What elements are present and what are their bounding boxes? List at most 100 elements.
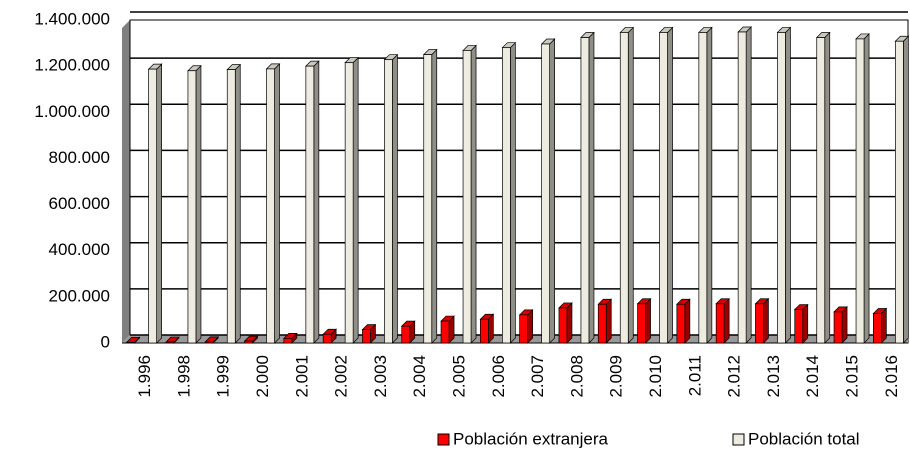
bar-side [313,60,320,344]
bar [148,68,157,344]
bar [502,47,511,344]
bar [558,307,568,344]
y-tick-label: 1.400.000 [34,9,110,28]
x-tick-label: 2.012 [725,355,744,398]
x-tick-label: 2.008 [567,355,586,398]
bar [659,32,668,344]
x-tick-label: 1.998 [174,355,193,398]
bar [541,43,551,344]
bar [283,338,293,344]
bar [244,340,253,344]
bar-side [431,48,438,344]
bar-side [234,63,241,344]
bar-side [566,302,573,344]
bar [187,70,197,344]
x-tick-label: 2.009 [607,355,626,398]
bar [698,32,708,344]
bar [204,341,214,344]
bar [794,309,804,344]
bar-side [392,53,398,344]
bar-side [902,35,909,344]
bar-side [723,297,730,344]
bar-side [863,33,870,344]
bar [344,62,354,344]
bar-side [510,41,516,344]
y-tick-label: 1.200.000 [34,56,110,75]
bar-side [824,31,831,344]
back-wall [129,19,909,344]
y-tick-label: 400.000 [49,240,110,259]
bar [676,303,686,344]
bar [597,303,607,344]
bar-side [667,26,673,344]
bar-side [352,56,359,344]
x-tick-label: 1.999 [214,355,233,398]
y-tick-label: 600.000 [49,194,110,213]
bar [580,37,590,344]
bar [226,69,236,344]
y-tick-label: 0 [101,332,110,351]
bar-side [627,26,634,344]
bar [362,329,371,344]
bar-side [684,298,691,344]
bar [855,38,865,344]
legend-swatch [437,433,450,446]
bar-side [706,26,713,344]
x-tick-label: 2.016 [882,355,901,398]
bar [423,54,433,344]
x-tick-label: 2.006 [489,355,508,398]
bar [384,59,393,344]
bar-side [763,297,769,344]
legend-swatch [732,433,745,446]
bar [322,333,332,344]
bar-side [785,26,791,344]
bar-side [470,44,477,344]
bar-side [802,303,809,344]
bar [305,65,315,344]
y-tick-label: 800.000 [49,148,110,167]
legend-label: Población total [748,429,860,448]
x-tick-label: 2.003 [371,355,390,398]
bar [480,318,489,344]
bar-side [549,38,556,344]
x-tick-label: 2.000 [253,355,272,398]
bar-side [156,63,162,344]
x-tick-label: 2.004 [410,355,429,398]
bar [872,313,882,344]
bar-side [274,63,280,344]
side-wall [122,20,130,343]
bar [266,68,275,344]
bar [737,31,747,344]
bar-side [195,64,202,344]
bar [777,32,786,344]
bar [894,40,904,344]
bar [619,32,629,344]
bar [637,303,646,344]
bar [165,341,175,344]
bar-side [645,297,651,344]
bar [715,303,725,344]
legend-label: Población extranjera [453,429,609,448]
x-tick-label: 2.013 [764,355,783,398]
x-tick-label: 2.015 [843,355,862,398]
y-tick-label: 1.000.000 [34,102,110,121]
bar-side [588,31,595,344]
bar [755,303,764,344]
bar-side [841,306,848,344]
bar [816,37,826,344]
x-tick-label: 2.002 [332,355,351,398]
bar [833,311,843,344]
bar [401,325,411,344]
x-tick-label: 2.007 [528,355,547,398]
bar [462,50,472,344]
x-tick-label: 2.014 [803,355,822,398]
x-tick-label: 2.010 [646,355,665,398]
bar [126,341,136,344]
x-tick-label: 1.996 [135,355,154,398]
x-tick-label: 2.011 [685,355,704,396]
bar-side [880,307,887,344]
bar [519,314,529,344]
bar [440,320,450,344]
bar-side [527,309,534,344]
